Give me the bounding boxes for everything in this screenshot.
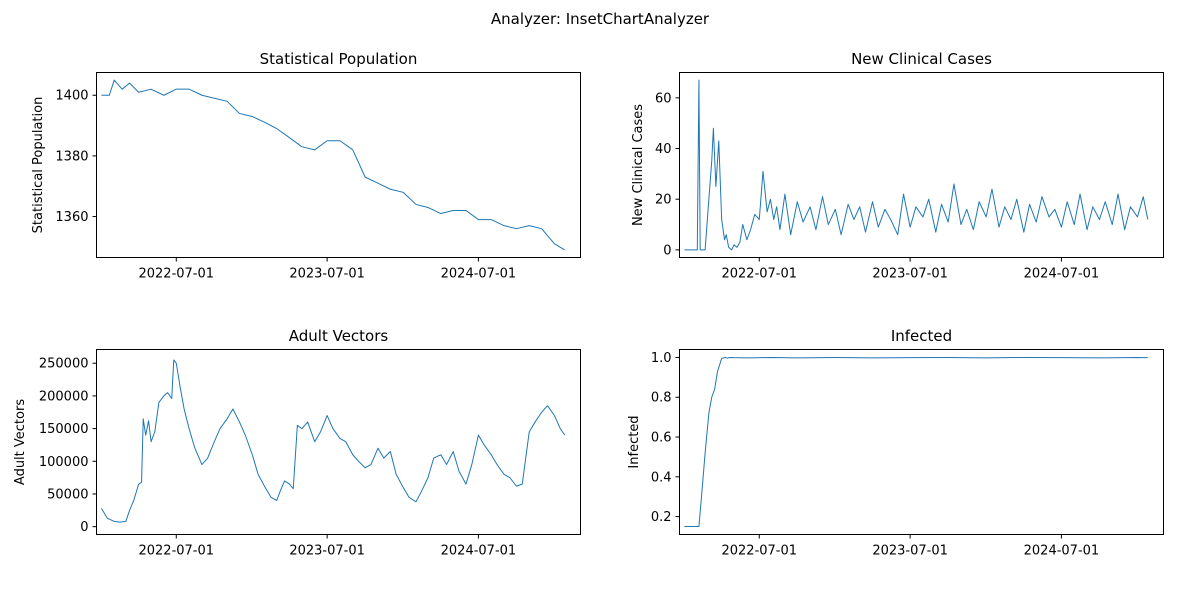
- series-line: [101, 79, 566, 251]
- x-tick-label: 2023-07-01: [289, 267, 365, 282]
- figure-suptitle: Analyzer: InsetChartAnalyzer: [491, 10, 710, 28]
- panel-title: Statistical Population: [260, 50, 418, 68]
- x-tick-label: 2023-07-01: [872, 267, 948, 282]
- plot-frame: [96, 72, 581, 258]
- y-axis-label: New Clinical Cases: [631, 104, 646, 226]
- y-tick-label: 250000: [39, 357, 89, 372]
- y-tick-label: 1400: [55, 89, 88, 104]
- y-tick-label: 1380: [55, 149, 88, 164]
- y-tick-label: 40: [655, 142, 672, 157]
- y-tick-label: 0.6: [651, 431, 672, 446]
- x-tick-label: 2022-07-01: [138, 267, 214, 282]
- y-tick-label: 20: [655, 193, 672, 208]
- y-tick-label: 100000: [39, 455, 89, 470]
- plot-frame: [679, 349, 1164, 535]
- x-tick-label: 2022-07-01: [721, 267, 797, 282]
- x-tick-label: 2024-07-01: [1024, 267, 1100, 282]
- panel-title: Adult Vectors: [289, 327, 389, 345]
- y-axis-label: Infected: [627, 415, 642, 468]
- series-line: [684, 356, 1148, 528]
- x-tick-label: 2023-07-01: [289, 544, 365, 559]
- y-tick-label: 1360: [55, 210, 88, 225]
- plot-area: 2022-07-01 2023-07-01 2024-07-01 0.2 0.4 0.6 0…: [651, 351, 1148, 559]
- x-tick-label: 2022-07-01: [138, 544, 214, 559]
- plot-area: 2022-07-01 2023-07-01 2024-07-01 1360 1380 14…: [55, 79, 566, 282]
- plot-frame: [679, 72, 1164, 258]
- y-tick-label: 0: [80, 520, 88, 535]
- plot-area: 2022-07-01 2023-07-01 2024-07-01 0 20 40 60: [655, 79, 1149, 282]
- y-tick-label: 200000: [39, 389, 89, 404]
- panel-new-clinical-cases: New Clinical Cases New Clinical Cases 20…: [631, 50, 1164, 282]
- y-tick-label: 50000: [47, 487, 88, 502]
- panel-title: Infected: [891, 327, 952, 345]
- panel-statistical-population: Statistical Population Statistical Popul…: [31, 50, 581, 282]
- y-tick-label: 0.4: [651, 470, 672, 485]
- y-tick-label: 150000: [39, 422, 89, 437]
- series-line: [101, 359, 566, 523]
- y-axis-label: Adult Vectors: [13, 399, 28, 485]
- panel-title: New Clinical Cases: [851, 50, 992, 68]
- x-tick-label: 2023-07-01: [872, 544, 948, 559]
- y-axis-label: Statistical Population: [31, 97, 46, 234]
- y-tick-label: 0.8: [651, 391, 672, 406]
- x-tick-label: 2022-07-01: [721, 544, 797, 559]
- plot-area: 2022-07-01 2023-07-01 2024-07-01 0 50000 1000…: [39, 357, 566, 559]
- y-tick-label: 0: [663, 243, 671, 258]
- plot-frame: [96, 349, 581, 535]
- y-tick-label: 60: [655, 91, 672, 106]
- y-tick-label: 0.2: [651, 510, 672, 525]
- x-tick-label: 2024-07-01: [441, 544, 517, 559]
- x-tick-label: 2024-07-01: [441, 267, 517, 282]
- y-tick-label: 1.0: [651, 351, 672, 366]
- panel-infected: Infected Infected 2022-07-01 2023-07-01 20…: [627, 327, 1164, 559]
- x-tick-label: 2024-07-01: [1024, 544, 1100, 559]
- series-line: [684, 79, 1149, 251]
- panel-adult-vectors: Adult Vectors Adult Vectors 2022-07-01 20…: [13, 327, 581, 559]
